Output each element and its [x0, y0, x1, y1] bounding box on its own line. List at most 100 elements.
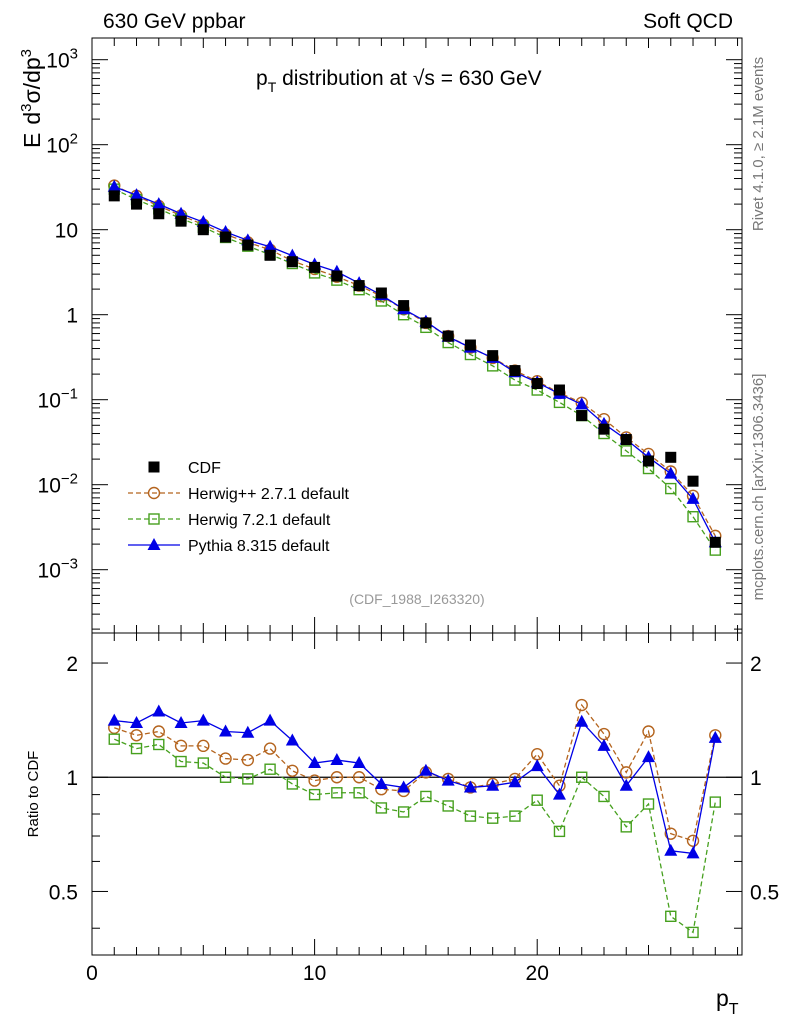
ratio-point — [219, 752, 232, 765]
data-point — [643, 455, 655, 467]
ratio-point — [708, 730, 722, 743]
ratio-point — [531, 748, 544, 761]
data-point — [620, 445, 632, 457]
data-point — [709, 536, 721, 548]
ratio-point — [308, 788, 321, 801]
data-point — [331, 270, 343, 282]
x-tick-labels: 0 10 20 — [86, 962, 549, 985]
data-point — [309, 261, 321, 273]
data-point — [220, 231, 232, 243]
data-point — [242, 239, 254, 251]
ratio-point — [374, 776, 388, 789]
ratio-point — [264, 763, 276, 775]
x-tick-label: 0 — [86, 962, 98, 985]
y-tick-label: 2 — [66, 653, 78, 676]
ratio-point — [286, 778, 299, 790]
legend-marker — [147, 538, 161, 550]
x-tick-label: 20 — [526, 962, 549, 985]
ratio-point — [285, 733, 299, 746]
ratio-panel-frame — [91, 632, 743, 956]
ratio-point — [330, 753, 344, 766]
ratio-point — [219, 771, 232, 783]
ratio-point — [687, 926, 699, 939]
rivet-label: Rivet 4.1.0, ≥ 2.1M events — [750, 57, 767, 231]
ratio-point — [664, 827, 677, 840]
ratio-point — [241, 725, 255, 738]
data-point — [464, 339, 476, 351]
ratio-point — [575, 698, 588, 712]
data-point — [353, 280, 365, 292]
ratio-point — [575, 714, 589, 727]
y-tick-label: 1 — [66, 767, 78, 790]
y-tick-label-right: 2 — [750, 653, 762, 676]
ratio-point — [308, 774, 321, 787]
ratio-point — [553, 825, 566, 838]
series-line — [114, 738, 716, 934]
ratio-point — [107, 713, 121, 726]
data-point — [286, 256, 298, 268]
legend-marker — [148, 461, 160, 473]
data-point — [686, 491, 700, 504]
ratio-point — [486, 812, 499, 824]
ratio-point — [665, 910, 677, 923]
data-point — [665, 451, 677, 463]
ratio-point — [576, 771, 588, 783]
legend-label: CDF — [188, 460, 221, 477]
ratio-point — [620, 766, 633, 779]
ratio-point — [620, 821, 632, 833]
ratio-point — [219, 724, 233, 737]
ratio-series-filled-triangle — [107, 704, 722, 859]
ratio-point — [686, 834, 700, 847]
ratio-y-tick-labels: 0.5 0.5 1 1 2 2 — [49, 653, 779, 904]
top-y-tick-labels: 10−3 10−2 10−1 1 10 102 103 — [38, 46, 78, 583]
ratio-point — [509, 810, 521, 822]
data-point — [487, 350, 499, 362]
ratio-point — [530, 759, 544, 772]
ratio-point — [197, 739, 210, 753]
ratio-point — [375, 802, 388, 814]
legend-marker — [147, 486, 161, 500]
data-point — [107, 179, 121, 192]
y-tick-label: 10 — [55, 220, 78, 243]
ratio-point — [152, 704, 166, 717]
ratio-point — [619, 778, 633, 791]
ratio-point — [709, 796, 721, 808]
series-line — [114, 710, 716, 855]
chart-title: pT distribution at √s = 630 GeV — [256, 67, 542, 95]
data-point — [553, 384, 565, 396]
y-tick-label-right: 0.5 — [750, 881, 779, 904]
ratio-point — [441, 773, 455, 786]
ratio-point — [464, 810, 477, 822]
data-point — [197, 224, 209, 236]
ratio-point — [263, 742, 277, 755]
data-point — [575, 397, 589, 410]
ratio-point — [263, 713, 277, 726]
ratio-point — [686, 846, 700, 859]
ratio-point — [419, 763, 433, 776]
legend: CDF Herwig++ 2.7.1 default Herwig 7.2.1 de… — [128, 460, 350, 555]
data-point — [398, 300, 410, 312]
ratio-point — [664, 843, 678, 856]
x-tick-label: 10 — [303, 962, 326, 985]
top-axis-ticks — [91, 38, 742, 633]
data-point — [442, 330, 454, 342]
data-point — [620, 434, 632, 446]
ratio-point — [442, 800, 454, 812]
ratio-point — [486, 778, 500, 791]
data-point — [665, 482, 677, 495]
header-right-label: Soft QCD — [643, 10, 733, 33]
y-tick-label-right: 1 — [750, 767, 762, 790]
ratio-series-open-square — [108, 733, 721, 939]
ratio-point — [174, 739, 188, 753]
data-point — [531, 378, 543, 390]
series-line — [114, 703, 716, 842]
y-axis-label: Ed3σ/dp3 — [18, 49, 45, 148]
ratio-point — [463, 780, 477, 793]
ratio-point — [242, 773, 254, 785]
data-point — [108, 190, 120, 202]
ratio-point — [397, 780, 411, 793]
ratio-point — [197, 757, 210, 769]
header-left-label: 630 GeV ppbar — [103, 10, 245, 33]
ratio-point — [153, 738, 165, 751]
